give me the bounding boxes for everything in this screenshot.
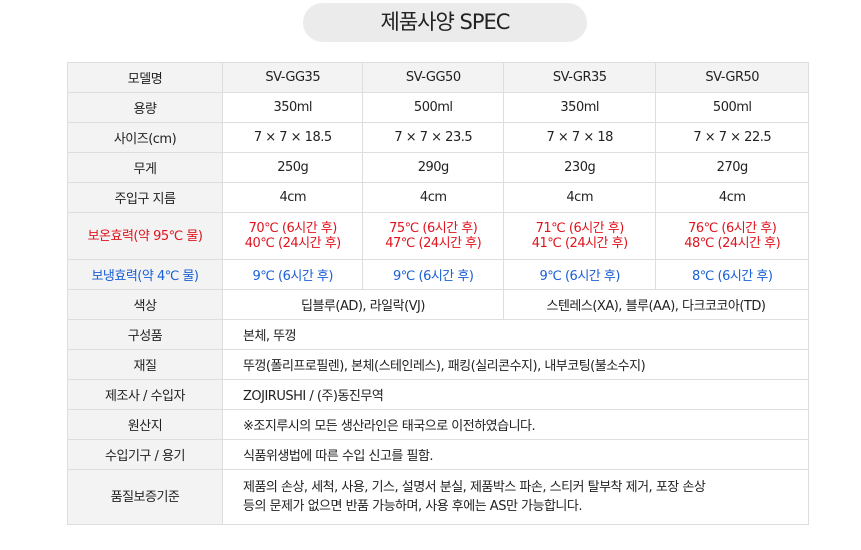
heat-retention-value: 76℃ (6시간 후) 48℃ (24시간 후) [655, 212, 809, 260]
size-value: 7 × 7 × 18.5 [221, 122, 364, 153]
heat-6h: 70℃ (6시간 후) [248, 221, 338, 236]
heat-retention-row: 보온효력(약 95℃ 물) 70℃ (6시간 후) 40℃ (24시간 후) 75℃ … [67, 212, 809, 260]
cold-retention-value: 9℃ (6시간 후) [502, 259, 657, 290]
capacity-value: 500ml [362, 92, 504, 123]
color-label: 색상 [67, 289, 223, 320]
weight-row: 무게 250g 290g 230g 270g [67, 152, 809, 183]
mouth-diameter-value: 4cm [502, 182, 657, 213]
mouth-diameter-label: 주입구 지름 [67, 182, 223, 213]
capacity-label: 용량 [67, 92, 223, 123]
weight-value: 250g [221, 152, 364, 183]
import-type-value: 식품위생법에 따른 수입 신고를 필함. [222, 439, 809, 470]
model-row: 모델명 SV-GG35 SV-GG50 SV-GR35 SV-GR50 [67, 62, 809, 93]
size-row: 사이즈(cm) 7 × 7 × 18.5 7 × 7 × 23.5 7 × 7 × 1… [67, 122, 809, 153]
weight-value: 230g [502, 152, 657, 183]
model-name: SV-GG35 [221, 62, 364, 93]
material-row: 재질 뚜껑(폴리프로필렌), 본체(스테인레스), 패킹(실리콘수지), 내부코팅… [67, 349, 809, 380]
components-label: 구성품 [67, 319, 223, 350]
capacity-row: 용량 350ml 500ml 350ml 500ml [67, 92, 809, 123]
import-type-row: 수입기구 / 용기 식품위생법에 따른 수입 신고를 필함. [67, 439, 809, 470]
origin-row: 원산지 ※조지루시의 모든 생산라인은 태국으로 이전하였습니다. [67, 409, 809, 440]
manufacturer-row: 제조사 / 수입자 ZOJIRUSHI / (주)동진무역 [67, 379, 809, 410]
heat-24h: 47℃ (24시간 후) [385, 236, 482, 251]
warranty-text: 등의 문제가 없으면 반품 가능하며, 사용 후에는 AS만 가능합니다. [243, 499, 582, 514]
cold-retention-value: 9℃ (6시간 후) [221, 259, 364, 290]
cold-retention-value: 8℃ (6시간 후) [655, 259, 809, 290]
size-label: 사이즈(cm) [67, 122, 223, 153]
size-value: 7 × 7 × 22.5 [655, 122, 809, 153]
weight-value: 290g [362, 152, 504, 183]
material-label: 재질 [67, 349, 223, 380]
page-title: 제품사양 SPEC [303, 3, 587, 42]
heat-retention-value: 75℃ (6시간 후) 47℃ (24시간 후) [362, 212, 504, 260]
manufacturer-value: ZOJIRUSHI / (주)동진무역 [222, 379, 809, 410]
components-value: 본체, 뚜껑 [222, 319, 809, 350]
color-value: 스텐레스(XA), 블루(AA), 다크코코아(TD) [502, 289, 810, 320]
warranty-row: 품질보증기준 제품의 손상, 세척, 사용, 기스, 설명서 분실, 제품박스 파… [67, 469, 809, 525]
capacity-value: 350ml [502, 92, 657, 123]
material-value: 뚜껑(폴리프로필렌), 본체(스테인레스), 패킹(실리콘수지), 내부코팅(불… [222, 349, 809, 380]
heat-24h: 48℃ (24시간 후) [684, 236, 781, 251]
manufacturer-label: 제조사 / 수입자 [67, 379, 223, 410]
origin-label: 원산지 [67, 409, 223, 440]
warranty-value: 제품의 손상, 세척, 사용, 기스, 설명서 분실, 제품박스 파손, 스티커… [222, 469, 809, 525]
weight-value: 270g [655, 152, 809, 183]
model-name: SV-GG50 [362, 62, 504, 93]
heat-24h: 41℃ (24시간 후) [531, 236, 628, 251]
mouth-diameter-value: 4cm [221, 182, 364, 213]
heat-retention-value: 70℃ (6시간 후) 40℃ (24시간 후) [221, 212, 364, 260]
heat-6h: 71℃ (6시간 후) [535, 221, 625, 236]
heat-retention-label: 보온효력(약 95℃ 물) [67, 212, 223, 260]
color-value: 딥블루(AD), 라일락(VJ) [222, 289, 504, 320]
size-value: 7 × 7 × 23.5 [362, 122, 504, 153]
cold-retention-value: 9℃ (6시간 후) [362, 259, 504, 290]
capacity-value: 500ml [655, 92, 809, 123]
cold-retention-label: 보냉효력(약 4℃ 물) [67, 259, 223, 290]
heat-retention-value: 71℃ (6시간 후) 41℃ (24시간 후) [502, 212, 657, 260]
components-row: 구성품 본체, 뚜껑 [67, 319, 809, 350]
origin-value: ※조지루시의 모든 생산라인은 태국으로 이전하였습니다. [222, 409, 809, 440]
capacity-value: 350ml [221, 92, 364, 123]
color-row: 색상 딥블루(AD), 라일락(VJ) 스텐레스(XA), 블루(AA), 다크코코… [67, 289, 810, 320]
model-label: 모델명 [67, 62, 223, 93]
cold-retention-row: 보냉효력(약 4℃ 물) 9℃ (6시간 후) 9℃ (6시간 후) 9℃ (6시간 … [67, 259, 809, 290]
weight-label: 무게 [67, 152, 223, 183]
size-value: 7 × 7 × 18 [502, 122, 657, 153]
model-name: SV-GR50 [655, 62, 809, 93]
warranty-label: 품질보증기준 [67, 469, 223, 525]
mouth-diameter-value: 4cm [655, 182, 809, 213]
warranty-text: 제품의 손상, 세척, 사용, 기스, 설명서 분실, 제품박스 파손, 스티커… [243, 480, 706, 495]
spec-table: 모델명 SV-GG35 SV-GG50 SV-GR35 SV-GR50 용량 350ml 50… [67, 62, 810, 525]
heat-24h: 40℃ (24시간 후) [244, 236, 341, 251]
mouth-diameter-row: 주입구 지름 4cm 4cm 4cm 4cm [67, 182, 809, 213]
model-name: SV-GR35 [502, 62, 657, 93]
mouth-diameter-value: 4cm [362, 182, 504, 213]
import-type-label: 수입기구 / 용기 [67, 439, 223, 470]
heat-6h: 76℃ (6시간 후) [688, 221, 777, 236]
heat-6h: 75℃ (6시간 후) [389, 221, 478, 236]
